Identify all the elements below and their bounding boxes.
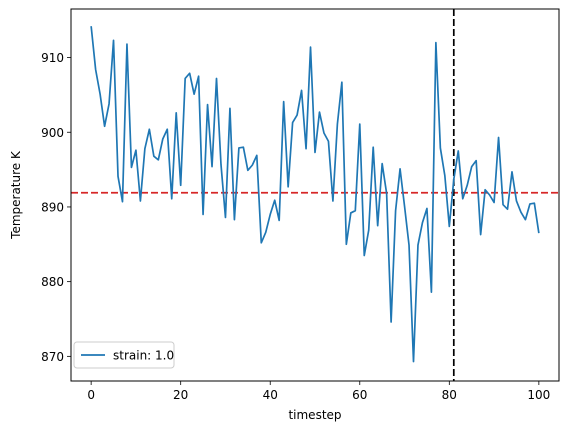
plot-frame [70,8,560,382]
legend-box [73,341,175,369]
y-tick-label: 870 [41,350,64,364]
x-tick-label: 100 [527,388,550,402]
x-tick-label: 80 [442,388,457,402]
x-tick-label: 20 [173,388,188,402]
legend-label: strain: 1.0 [113,349,174,363]
y-tick-label: 900 [41,126,64,140]
legend: strain: 1.0 [73,341,175,369]
x-axis-label: timestep [288,408,341,422]
series-line [90,26,540,363]
plot-background [71,9,559,381]
y-tick-label: 880 [41,275,64,289]
x-tick-label: 0 [87,388,95,402]
y-axis: 870 880 890 900 910 [41,51,71,364]
series-layer [90,26,540,363]
x-axis: 0 20 40 60 80 100 [87,381,550,402]
x-tick-label: 40 [263,388,278,402]
y-axis-label: Temperature K [9,150,23,240]
x-tick-label: 60 [352,388,367,402]
y-tick-label: 890 [41,200,64,214]
y-tick-label: 910 [41,51,64,65]
